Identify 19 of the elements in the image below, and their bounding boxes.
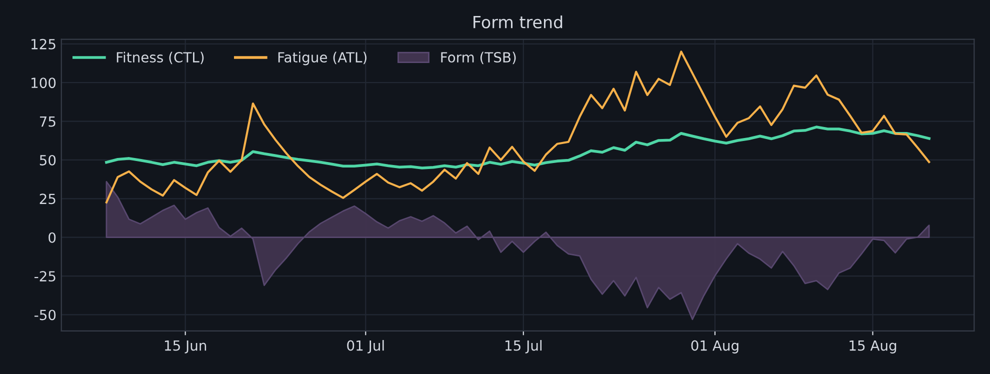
y-tick-label: 0 xyxy=(48,232,56,243)
x-tick-label: 15 Aug xyxy=(850,340,896,354)
legend-label: Fitness (CTL) xyxy=(116,52,204,64)
y-tick-label: 75 xyxy=(40,116,56,127)
line-series xyxy=(105,50,930,204)
y-tick-label: -25 xyxy=(34,271,56,282)
y-tick-label: 50 xyxy=(40,154,56,166)
y-tick-label: 100 xyxy=(32,78,56,88)
x-tick-label: 15 Jul xyxy=(506,340,542,354)
chart-title: Form trend xyxy=(474,15,562,28)
x-tick-label: 01 Aug xyxy=(691,340,738,354)
x-tick-label: 01 Jul xyxy=(347,340,384,354)
y-tick-label: 125 xyxy=(32,38,56,50)
legend-label: Fatigue (ATL) xyxy=(278,52,366,66)
x-tick-label: 15 Jun xyxy=(164,340,206,354)
y-tick-label: -50 xyxy=(34,310,56,320)
legend-label: Form (TSB) xyxy=(441,52,516,64)
line-series xyxy=(105,126,930,170)
y-tick-label: 25 xyxy=(40,194,56,204)
